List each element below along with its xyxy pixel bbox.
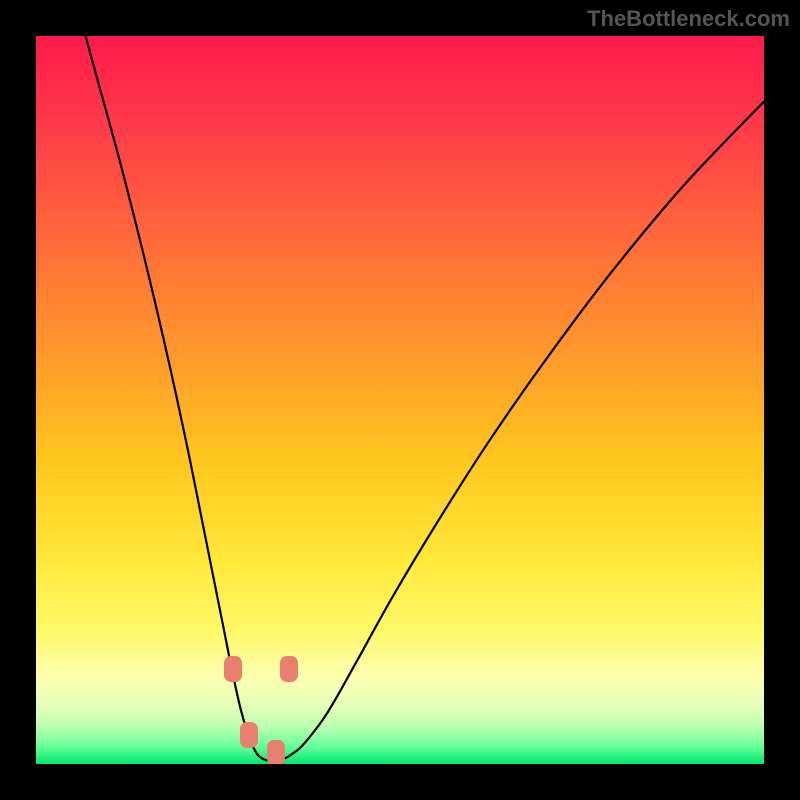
curve-marker [224, 656, 242, 682]
curve-marker [267, 740, 285, 764]
curve-marker [280, 656, 298, 682]
curve-marker [240, 722, 258, 748]
plot-area [36, 36, 764, 764]
bottleneck-curve [36, 36, 764, 764]
watermark-text: TheBottleneck.com [587, 6, 790, 32]
